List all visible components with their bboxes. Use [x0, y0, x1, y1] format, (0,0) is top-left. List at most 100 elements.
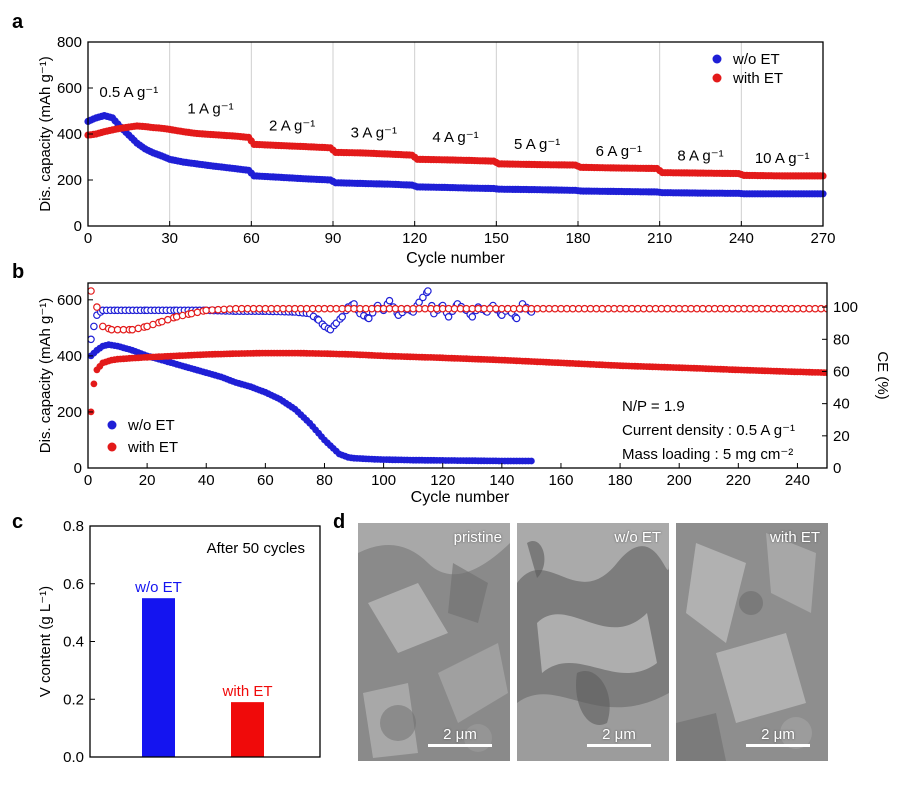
annotation-b: N/P = 1.9 — [622, 398, 685, 415]
x-tick-label-b: 240 — [785, 472, 810, 489]
sem-label: pristine — [453, 529, 502, 546]
x-tick-label-b: 0 — [84, 472, 92, 489]
legend-label-wo-et: w/o ET — [127, 417, 175, 434]
panel-label-a: a — [12, 11, 24, 33]
y-axis-label-b: Dis. capacity (mAh g⁻¹) — [37, 298, 54, 453]
sem-image-pristine: pristine 2 μm — [358, 523, 510, 761]
point-b-ce-wo-et — [468, 312, 477, 321]
legend-marker-wo-et — [712, 54, 722, 64]
y-tick-label-c: 0.4 — [63, 634, 84, 651]
legend-label-wo-et: w/o ET — [732, 51, 780, 68]
rate-label: 5 A g⁻¹ — [514, 136, 560, 153]
y2-tick-label-b: 80 — [833, 331, 850, 348]
point-b-ce-wo-et — [385, 296, 394, 305]
y2-tick-label-b: 100 — [833, 299, 858, 316]
panel-label-c: c — [12, 511, 24, 533]
rate-label: 6 A g⁻¹ — [596, 143, 642, 160]
y2-tick-label-b: 40 — [833, 396, 850, 413]
point-b-ce-wo-et — [444, 312, 453, 321]
x-tick-label-b: 100 — [371, 472, 396, 489]
y-tick-label-a: 400 — [57, 126, 82, 143]
y2-tick-label-b: 20 — [833, 428, 850, 445]
point-b-ce-wo-et — [512, 314, 521, 323]
legend-marker-wo-et — [107, 420, 117, 430]
x-tick-label-a: 180 — [565, 230, 590, 247]
y-axis-label-a: Dis. capacity (mAh g⁻¹) — [37, 56, 54, 211]
y-tick-label-c: 0.0 — [63, 749, 84, 766]
x-tick-label-b: 200 — [667, 472, 692, 489]
y-tick-label-c: 0.8 — [63, 518, 84, 535]
panel-label-d: d — [333, 511, 346, 533]
scale-bar: 2 μm — [746, 726, 810, 747]
y-tick-label-a: 800 — [57, 34, 82, 51]
y-tick-label-a: 600 — [57, 80, 82, 97]
y-tick-label-c: 0.6 — [63, 576, 84, 593]
y-tick-label-a: 200 — [57, 172, 82, 189]
point-b-ce-with-et — [128, 325, 137, 334]
point-b-ce-wo-et — [90, 322, 98, 331]
annotation-b: Mass loading : 5 mg cm⁻² — [622, 446, 793, 463]
scale-bar-text: 2 μm — [443, 726, 477, 743]
rate-label: 3 A g⁻¹ — [351, 124, 397, 141]
y2-tick-label-b: 60 — [833, 363, 850, 380]
y-tick-label-b: 0 — [74, 460, 82, 477]
point-b-ce-wo-et — [364, 314, 373, 323]
x-tick-label-a: 240 — [729, 230, 754, 247]
point-b-ce-wo-et — [419, 293, 427, 302]
annotation-b: Current density : 0.5 A g⁻¹ — [622, 422, 795, 439]
y-tick-label-b: 400 — [57, 348, 82, 365]
point-b-ce-wo-et — [338, 312, 347, 321]
x-tick-label-b: 220 — [726, 472, 751, 489]
point-b-with-et — [90, 380, 98, 388]
sem-texture — [358, 523, 510, 761]
sem-image-with-et: with ET 2 μm — [676, 523, 828, 761]
x-tick-label-b: 60 — [257, 472, 274, 489]
point-b-ce-wo-et — [88, 335, 95, 344]
bar-wo-et — [142, 598, 175, 757]
y-tick-label-b: 200 — [57, 404, 82, 421]
rate-label: 2 A g⁻¹ — [269, 118, 315, 135]
x-tick-label-a: 90 — [325, 230, 342, 247]
sem-image-wo-et: w/o ET 2 μm — [517, 523, 669, 761]
scale-bar: 2 μm — [428, 726, 492, 747]
y2-axis-label-b: CE (%) — [874, 351, 891, 399]
panel-label-b: b — [12, 261, 25, 283]
point-b-ce-wo-et — [424, 287, 432, 295]
x-tick-label-b: 160 — [548, 472, 573, 489]
rate-label: 10 A g⁻¹ — [755, 150, 810, 167]
x-axis-label-b: Cycle number — [411, 489, 510, 506]
y-tick-label-c: 0.2 — [63, 691, 84, 708]
legend-marker-with-et — [107, 442, 117, 452]
scale-bar-text: 2 μm — [761, 726, 795, 743]
x-tick-label-a: 150 — [484, 230, 509, 247]
scale-bar-text: 2 μm — [602, 726, 636, 743]
x-tick-label-a: 0 — [84, 230, 92, 247]
x-tick-label-b: 40 — [198, 472, 215, 489]
legend-label-with-et: with ET — [127, 439, 178, 456]
scale-bar: 2 μm — [587, 726, 651, 747]
y2-tick-label-b: 0 — [833, 460, 841, 477]
y-axis-label-c: V content (g L⁻¹) — [37, 586, 54, 697]
plot-area-b — [88, 287, 827, 465]
sem-label: w/o ET — [614, 529, 661, 546]
legend-marker-with-et — [712, 73, 722, 83]
point-b-ce-with-et — [88, 287, 95, 295]
x-tick-label-a: 120 — [402, 230, 427, 247]
plot-frame-c — [89, 525, 321, 758]
x-tick-label-a: 60 — [243, 230, 260, 247]
x-axis-label-a: Cycle number — [406, 250, 505, 267]
bar-with-et — [231, 702, 264, 757]
x-tick-label-b: 180 — [608, 472, 633, 489]
x-tick-label-b: 140 — [489, 472, 514, 489]
rate-label: 8 A g⁻¹ — [677, 147, 723, 164]
x-tick-label-b: 20 — [139, 472, 156, 489]
annotation-c: After 50 cycles — [207, 540, 305, 557]
rate-label: 1 A g⁻¹ — [187, 100, 233, 117]
x-tick-label-a: 30 — [161, 230, 178, 247]
x-tick-label-a: 270 — [810, 230, 835, 247]
legend-label-with-et: with ET — [732, 70, 783, 87]
point-b-ce-with-et — [93, 303, 101, 311]
bar-label-wo-et: w/o ET — [134, 579, 182, 596]
x-tick-label-b: 120 — [430, 472, 455, 489]
